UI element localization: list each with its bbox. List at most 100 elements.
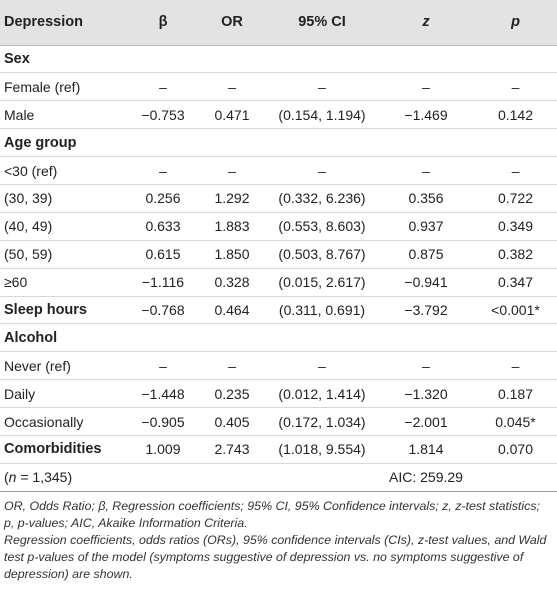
- cell-or: 0.405: [198, 407, 266, 436]
- cell-or: 1.292: [198, 184, 266, 213]
- header-depression: Depression: [0, 0, 128, 46]
- table-row: Occasionally −0.905 0.405 (0.172, 1.034) −2.…: [0, 407, 557, 436]
- cell-z: −1.320: [378, 379, 474, 409]
- cell-p: 0.722: [474, 184, 557, 213]
- cell-beta: –: [128, 72, 198, 102]
- n-letter: n: [8, 469, 17, 486]
- cell-beta: 1.009: [128, 435, 198, 464]
- cell-or: 1.883: [198, 212, 266, 241]
- header-p: p: [474, 0, 557, 46]
- cell-ci: (0.332, 6.236): [266, 184, 378, 213]
- table-body: Sex Female (ref) – – – – – Male −0.753 0.471 (0.15…: [0, 45, 557, 492]
- cell-p: <0.001*: [474, 296, 557, 325]
- table-row: Male −0.753 0.471 (0.154, 1.194) −1.469 0.142: [0, 100, 557, 130]
- cell-beta: −0.905: [128, 407, 198, 436]
- cell-z: −0.941: [378, 268, 474, 297]
- cell-or: 0.464: [198, 296, 266, 325]
- table-row: Never (ref) – – – – –: [0, 351, 557, 381]
- cell-p: [474, 128, 557, 158]
- cell-ci: (0.311, 0.691): [266, 296, 378, 325]
- cell-z: [378, 323, 474, 353]
- cell-p: 0.045*: [474, 407, 557, 436]
- cell-ci: [266, 45, 378, 74]
- table-row: (40, 49) 0.633 1.883 (0.553, 8.603) 0.937 0.3…: [0, 212, 557, 241]
- cell-beta: [128, 323, 198, 353]
- section-row: Age group: [0, 128, 557, 158]
- cell-p: –: [474, 72, 557, 102]
- cell-p: –: [474, 351, 557, 381]
- cell-z: –: [378, 72, 474, 102]
- regression-table: Depression β OR 95% CI z p Sex Female (re…: [0, 0, 557, 492]
- cell-beta: [128, 45, 198, 74]
- n-cell: (n = 1,345): [0, 463, 128, 492]
- cell-z: −1.469: [378, 100, 474, 130]
- cell-z: –: [378, 351, 474, 381]
- section-row: Sex: [0, 45, 557, 74]
- cell-z: 0.356: [378, 184, 474, 213]
- aic-cell: AIC: 259.29: [378, 463, 474, 492]
- cell-p: [474, 323, 557, 353]
- cell-ci: (1.018, 9.554): [266, 435, 378, 464]
- cell-or: [198, 45, 266, 74]
- cell-z: 0.875: [378, 240, 474, 269]
- cell-label: (30, 39): [0, 184, 128, 213]
- cell-ci: (0.503, 8.767): [266, 240, 378, 269]
- cell-beta: 0.615: [128, 240, 198, 269]
- cell-p: 0.349: [474, 212, 557, 241]
- cell-p: 0.347: [474, 268, 557, 297]
- cell-label: (50, 59): [0, 240, 128, 269]
- cell-beta: –: [128, 156, 198, 185]
- header-beta: β: [128, 0, 198, 46]
- table-row: <30 (ref) – – – – –: [0, 156, 557, 185]
- cell-ci: [266, 128, 378, 158]
- cell-beta: [128, 128, 198, 158]
- table-row: (50, 59) 0.615 1.850 (0.503, 8.767) 0.875 0.3…: [0, 240, 557, 269]
- cell-label: Alcohol: [0, 323, 128, 353]
- cell-ci: –: [266, 72, 378, 102]
- cell-ci: (0.015, 2.617): [266, 268, 378, 297]
- cell-beta: −1.116: [128, 268, 198, 297]
- cell-ci: [266, 323, 378, 353]
- cell-ci: –: [266, 156, 378, 185]
- cell-ci: –: [266, 351, 378, 381]
- cell-label: Never (ref): [0, 351, 128, 381]
- cell-label: Female (ref): [0, 72, 128, 102]
- cell-or: –: [198, 351, 266, 381]
- cell-or: 2.743: [198, 435, 266, 464]
- cell-z: −2.001: [378, 407, 474, 436]
- cell-or: [198, 128, 266, 158]
- cell-or: [198, 323, 266, 353]
- cell-z: –: [378, 156, 474, 185]
- footnote-description: Regression coefficients, odds ratios (OR…: [4, 532, 547, 581]
- cell-beta: –: [128, 351, 198, 381]
- cell-or: 0.328: [198, 268, 266, 297]
- cell-label: Age group: [0, 128, 128, 158]
- table-footnotes: OR, Odds Ratio; β, Regression coefficien…: [0, 492, 557, 583]
- header-or: OR: [198, 0, 266, 46]
- table-row: (30, 39) 0.256 1.292 (0.332, 6.236) 0.356 0.7…: [0, 184, 557, 213]
- cell-label: <30 (ref): [0, 156, 128, 185]
- n-value: = 1,345): [16, 469, 73, 486]
- cell-beta: −0.768: [128, 296, 198, 325]
- cell-or: –: [198, 72, 266, 102]
- cell-ci: (0.172, 1.034): [266, 407, 378, 436]
- cell-or: 1.850: [198, 240, 266, 269]
- cell-beta: 0.633: [128, 212, 198, 241]
- cell-label: Male: [0, 100, 128, 130]
- cell-z: 1.814: [378, 435, 474, 464]
- cell-p: 0.187: [474, 379, 557, 409]
- cell-label: Daily: [0, 379, 128, 409]
- cell-z: −3.792: [378, 296, 474, 325]
- n-row: (n = 1,345) AIC: 259.29: [0, 463, 557, 492]
- cell-label: Occasionally: [0, 407, 128, 436]
- cell-or: 0.235: [198, 379, 266, 409]
- cell-beta: 0.256: [128, 184, 198, 213]
- cell-label: Sleep hours: [0, 296, 128, 325]
- section-row: Alcohol: [0, 323, 557, 353]
- cell-label: (40, 49): [0, 212, 128, 241]
- cell-ci: (0.012, 1.414): [266, 379, 378, 409]
- table-row: Female (ref) – – – – –: [0, 72, 557, 102]
- cell-ci: (0.553, 8.603): [266, 212, 378, 241]
- table-row: ≥60 −1.116 0.328 (0.015, 2.617) −0.941 0.347: [0, 268, 557, 297]
